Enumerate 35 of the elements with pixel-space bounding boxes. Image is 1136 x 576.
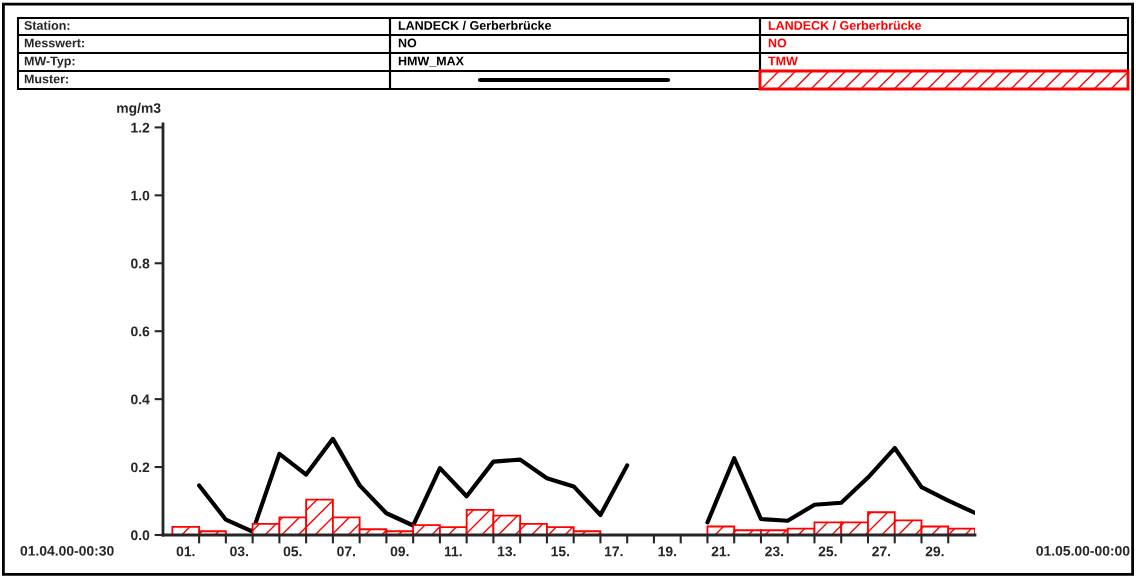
text: LANDECK / Gerberbrücke xyxy=(768,20,922,30)
x-tick-label: 17. xyxy=(605,546,623,557)
x-tick-label: 07. xyxy=(337,546,355,557)
text: Station: xyxy=(24,20,70,30)
text: 01.05.00-00:00 xyxy=(1036,545,1130,556)
text: NO xyxy=(768,38,787,48)
y-tick-label: 1.2 xyxy=(131,122,150,133)
x-tick-label: 25. xyxy=(818,546,837,557)
text: LANDECK / Gerberbrücke xyxy=(398,20,552,30)
y-tick-label: 0.8 xyxy=(131,258,150,269)
x-tick-label: 05. xyxy=(283,546,302,557)
y-tick-label: 1.0 xyxy=(131,190,150,201)
x-tick-label: 19. xyxy=(658,546,677,557)
text: 01.04.00-00:30 xyxy=(20,545,114,556)
x-tick-label: 11. xyxy=(444,546,462,557)
x-tick-label: 03. xyxy=(230,546,248,557)
x-tick-label: 15. xyxy=(551,546,569,557)
x-tick-label: 13. xyxy=(498,546,516,557)
y-tick-label: 0.6 xyxy=(131,326,150,337)
y-tick-label: 0.0 xyxy=(131,530,150,541)
y-tick-label: 0.2 xyxy=(131,462,150,473)
text: HMW_MAX xyxy=(398,56,464,67)
y-axis-title: mg/m3 xyxy=(117,102,161,116)
x-tick-label: 01. xyxy=(176,546,195,557)
text: NO xyxy=(398,38,417,48)
x-tick-label: 09. xyxy=(390,546,409,557)
text: TMW xyxy=(768,56,798,66)
x-tick-label: 29. xyxy=(925,546,944,557)
x-tick-label: 23. xyxy=(765,546,784,557)
x-tick-label: 27. xyxy=(872,546,891,557)
y-tick-label: 0.4 xyxy=(131,394,150,405)
text: MW-Typ: xyxy=(24,56,75,68)
text: Muster: xyxy=(24,74,68,84)
text: Messwert: xyxy=(24,38,84,48)
x-tick-label: 21. xyxy=(711,546,730,557)
